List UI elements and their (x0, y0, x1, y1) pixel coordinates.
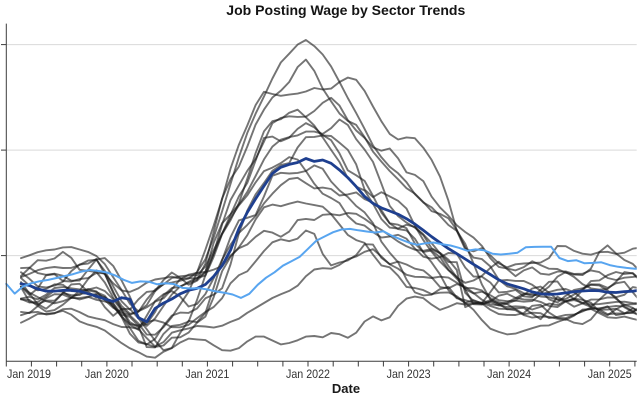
svg-text:Jan 2024: Jan 2024 (487, 368, 531, 381)
svg-text:Jan 2019: Jan 2019 (7, 368, 51, 381)
svg-text:Jan 2020: Jan 2020 (85, 368, 129, 381)
svg-text:Jan 2025: Jan 2025 (588, 368, 632, 381)
svg-text:Job Posting Wage by Sector Tre: Job Posting Wage by Sector Trends (226, 2, 465, 18)
svg-text:Jan 2023: Jan 2023 (387, 368, 431, 381)
svg-text:Jan 2022: Jan 2022 (286, 368, 330, 381)
svg-text:Date: Date (332, 382, 360, 396)
svg-text:Jan 2021: Jan 2021 (185, 368, 229, 381)
